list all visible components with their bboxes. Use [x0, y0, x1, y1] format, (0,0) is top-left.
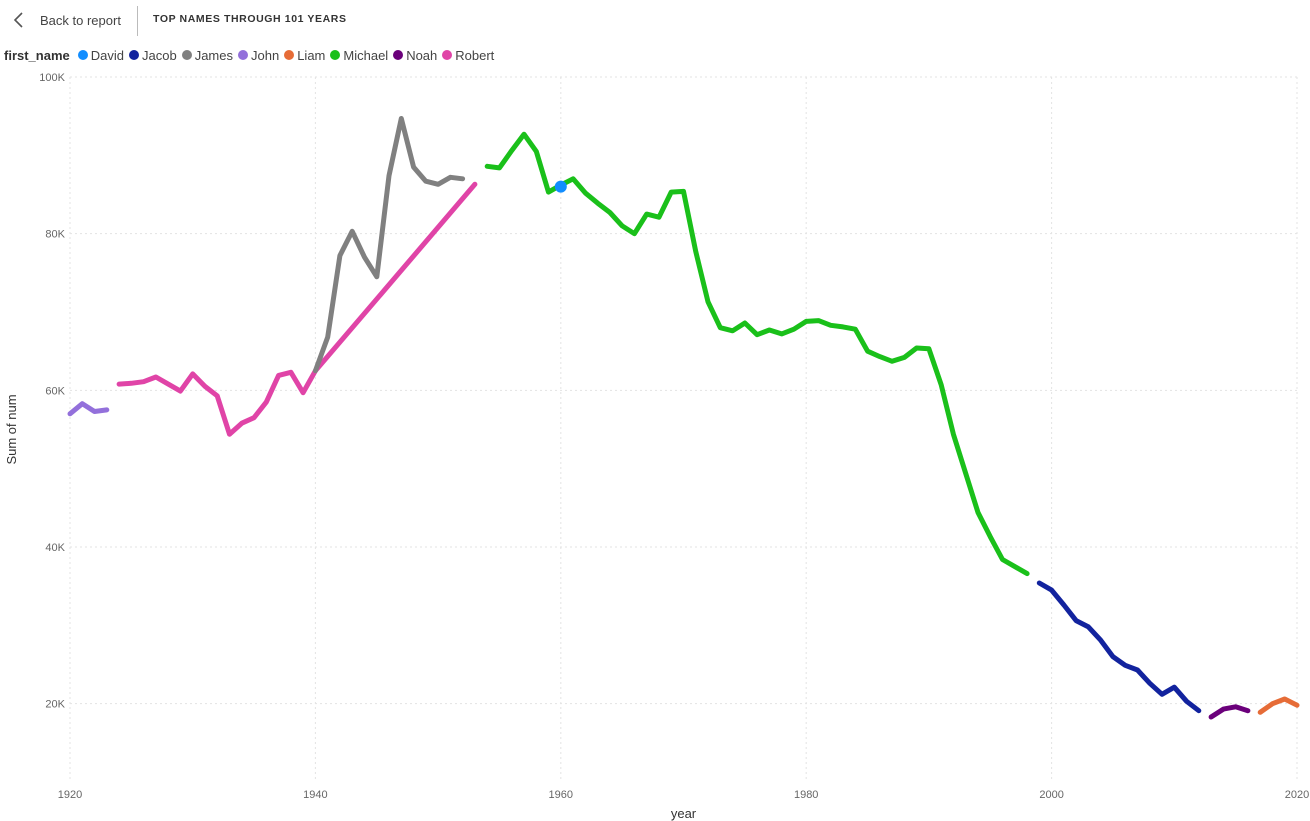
- legend-label-john: John: [251, 47, 280, 63]
- legend-dot-robert: [442, 50, 453, 60]
- y-axis-label: Sum of num: [4, 394, 19, 464]
- page-title: TOP NAMES THROUGH 101 YEARS: [153, 13, 347, 25]
- legend-label-robert: Robert: [455, 47, 495, 63]
- header-divider: [137, 6, 138, 36]
- x-tick-label: 2020: [1285, 789, 1309, 801]
- series-line-liam[interactable]: [1257, 696, 1300, 715]
- legend-label-noah: Noah: [406, 47, 438, 63]
- x-axis-label: year: [671, 806, 697, 821]
- legend-item-noah[interactable]: Noah: [393, 48, 437, 63]
- legend-label-david: David: [90, 47, 124, 63]
- chart-gridlines: [69, 76, 1298, 782]
- legend-item-robert[interactable]: Robert: [442, 48, 494, 63]
- legend-item-john[interactable]: John: [238, 48, 279, 63]
- series-point-david[interactable]: [554, 180, 567, 193]
- series-line-jacob[interactable]: [1036, 580, 1202, 714]
- series-line-james[interactable]: [312, 116, 466, 374]
- series-line-michael[interactable]: [484, 131, 1030, 577]
- legend-dot-liam: [284, 50, 295, 60]
- legend-dot-noah: [393, 50, 404, 60]
- x-tick-label: 1940: [303, 789, 327, 801]
- y-axis-ticks: 20K 40K 60K 80K 100K: [39, 72, 65, 711]
- legend-title: first_name: [4, 47, 70, 63]
- legend-label-liam: Liam: [297, 47, 326, 63]
- x-axis-ticks: 1920 1940 1960 1980 2000 2020: [58, 789, 1309, 801]
- legend-dot-jacob: [129, 50, 139, 60]
- chart-legend: first_name David Jacob James John Liam Michae…: [4, 46, 499, 64]
- y-tick-label: 100K: [39, 72, 65, 84]
- x-tick-label: 1920: [58, 789, 82, 801]
- header-bar: Back to report TOP NAMES THROUGH 101 YEA…: [0, 0, 1310, 40]
- chevron-left-icon: [13, 12, 23, 28]
- legend-label-michael: Michael: [343, 47, 389, 63]
- legend-item-david[interactable]: David: [77, 47, 124, 63]
- x-tick-label: 1960: [549, 789, 573, 801]
- legend-dot-michael: [330, 50, 341, 60]
- legend-label-jacob: Jacob: [142, 47, 177, 63]
- legend-item-liam[interactable]: Liam: [284, 48, 325, 63]
- legend-item-jacob[interactable]: Jacob: [129, 48, 177, 63]
- series-line-noah[interactable]: [1208, 704, 1251, 720]
- series-line-robert[interactable]: [116, 181, 478, 437]
- y-tick-label: 60K: [45, 385, 65, 397]
- legend-label-james: James: [194, 47, 233, 63]
- x-tick-label: 2000: [1039, 789, 1063, 801]
- legend-item-michael[interactable]: Michael: [330, 48, 388, 63]
- legend-dot-john: [238, 50, 248, 60]
- legend-dot-david: [77, 50, 88, 60]
- back-to-report-label: Back to report: [40, 12, 121, 28]
- legend-item-james[interactable]: James: [181, 47, 233, 63]
- legend-dot-james: [181, 50, 192, 60]
- back-to-report-button[interactable]: Back to report: [12, 8, 121, 32]
- x-tick-label: 1980: [794, 789, 818, 801]
- y-tick-label: 20K: [45, 699, 65, 711]
- y-tick-label: 80K: [45, 229, 65, 241]
- y-tick-label: 40K: [45, 542, 65, 554]
- series-line-john[interactable]: [67, 401, 110, 417]
- chart-series: [67, 116, 1300, 720]
